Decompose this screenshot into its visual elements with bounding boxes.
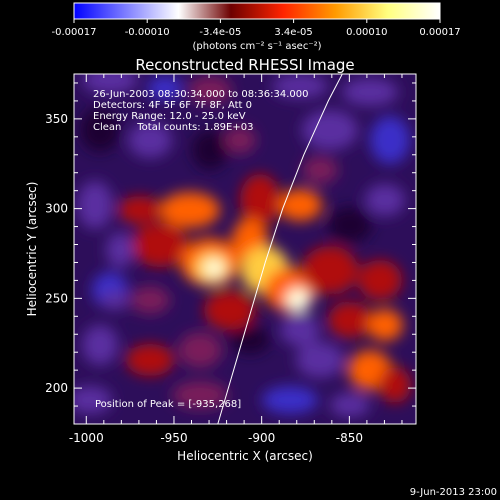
annotation-energy: Energy Range: 12.0 - 25.0 keV [93,111,246,122]
axes: -1000 -950 -900 -850 200 250 300 350 [45,74,416,445]
colorbar-tick-label: 0.00010 [346,27,387,38]
colorbar [73,2,441,20]
annotation-block: 26-Jun-2003 08:30:34.000 to 08:36:34.000… [93,89,309,133]
x-tick-label: -1000 [69,431,104,445]
colorbar-tick-label: -3.4e-05 [199,27,241,38]
x-tick-label: -900 [248,431,275,445]
heatmap [74,74,416,424]
footer-date: 9-Jun-2013 23:00 [410,487,497,498]
annotation-detectors: Detectors: 4F 5F 6F 7F 8F, Att 0 [93,100,252,111]
solar-limb-curve [217,74,343,424]
colorbar-unit: (photons cm⁻² s⁻¹ asec⁻²) [192,41,321,52]
chart-title: Reconstructed RHESSI Image [135,56,354,74]
colorbar-tick-label: -0.00017 [52,27,97,38]
y-axis-label: Heliocentric Y (arcsec) [25,182,39,317]
peak-label: Position of Peak = [-935,268] [95,399,241,410]
colorbar-tick-label: 0.00017 [419,27,460,38]
x-tick-label: -950 [160,431,187,445]
y-tick-label: 300 [45,202,68,216]
x-axis-label: Heliocentric X (arcsec) [177,449,313,463]
y-tick-label: 350 [45,112,68,126]
x-tick-label: -850 [336,431,363,445]
annotation-time: 26-Jun-2003 08:30:34.000 to 08:36:34.000 [93,89,309,100]
y-tick-label: 250 [45,291,68,305]
colorbar-tick-label: -0.00010 [125,27,170,38]
annotation-counts: Clean Total counts: 1.89E+03 [93,122,253,133]
colorbar-ticks: -0.00017 -0.00010 -3.4e-05 3.4e-05 0.00010 0.… [52,19,461,38]
plot-frame [73,73,417,425]
colorbar-tick-label: 3.4e-05 [274,27,312,38]
y-tick-label: 200 [45,381,68,395]
